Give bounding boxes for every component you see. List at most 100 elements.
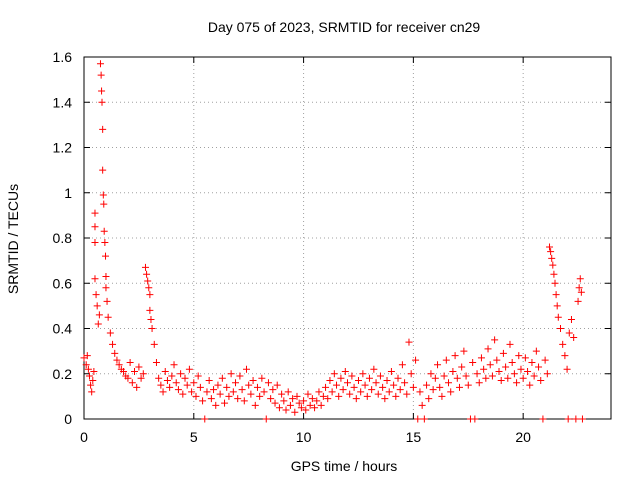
data-point [145,284,153,292]
data-point [210,386,218,394]
data-point [157,381,165,389]
data-point [390,381,398,389]
data-point [168,372,176,380]
data-point [541,356,549,364]
data-point [346,390,354,398]
y-tick-label: 1.2 [53,140,73,156]
data-point [280,397,288,405]
data-point [315,388,323,396]
data-point [148,325,156,332]
data-point [460,347,468,355]
data-point [398,361,406,369]
data-point [416,388,424,396]
data-point [383,377,391,385]
data-point [297,404,305,412]
data-point [453,374,461,382]
data-point [539,415,547,423]
data-point [203,388,211,396]
data-point [524,367,532,375]
data-point [357,388,365,396]
data-point [431,374,439,382]
data-point [537,377,545,385]
data-point [311,404,319,412]
data-point [484,345,492,353]
data-point [133,383,141,391]
data-point [396,386,404,394]
data-point [87,381,95,389]
data-point [304,390,312,398]
x-axis-label: GPS time / hours [291,458,398,474]
data-point [245,381,253,389]
data-point [256,392,264,400]
data-point [84,365,92,373]
data-point [553,302,561,310]
data-point [155,374,163,382]
data-point [547,248,555,256]
data-point [286,401,294,409]
data-point [488,372,496,380]
y-tick-labels: 0 0.2 0.4 0.6 0.8 1 1.2 1.4 1.6 [53,49,73,427]
data-point [109,340,117,348]
data-point [190,379,198,387]
x-tick-label: 15 [406,429,422,445]
y-tick-label: 1.6 [53,49,73,65]
data-point [82,361,90,369]
data-point [300,397,308,405]
data-point [387,367,395,375]
data-point [306,401,314,409]
data-point [348,372,356,380]
data-point [339,386,347,394]
data-point [146,306,154,314]
data-point [302,406,310,414]
data-point [201,415,209,423]
data-point [352,395,360,403]
x-tick-label: 0 [80,429,88,445]
data-point [262,415,270,423]
data-point [177,370,185,378]
data-point [385,388,393,396]
y-tick-label: 0 [64,411,72,427]
data-point [493,356,501,364]
data-point [341,367,349,375]
data-point [227,370,235,378]
data-point [572,415,580,423]
data-point [242,365,250,373]
data-point [95,311,103,319]
data-point [236,372,244,380]
data-point [98,87,106,95]
data-point [420,415,428,423]
data-point [577,288,585,296]
data-point [549,261,557,269]
data-point [350,383,358,391]
data-point [92,291,100,299]
data-point [328,388,336,396]
data-point [359,370,367,378]
y-tick-label: 1.4 [53,94,73,110]
data-point [192,392,200,400]
data-point [258,374,266,382]
data-point [429,386,437,394]
data-point [513,379,521,387]
data-point [216,390,224,398]
y-tick-label: 1 [64,185,72,201]
data-point [521,354,529,362]
data-point [284,388,292,396]
data-point [412,356,420,364]
data-point [477,354,485,362]
data-point [170,361,178,369]
data-point [161,367,169,375]
data-point [526,381,534,389]
data-point [139,370,147,378]
x-tick-label: 5 [190,429,198,445]
data-point [570,334,578,342]
data-point [91,223,99,231]
data-point [405,338,413,346]
data-point [333,381,341,389]
data-point [282,406,290,414]
data-point [550,270,558,278]
y-tick-label: 0.4 [53,321,73,337]
data-point [552,291,560,299]
data-point [240,397,248,405]
data-point [438,392,446,400]
data-point [530,372,538,380]
